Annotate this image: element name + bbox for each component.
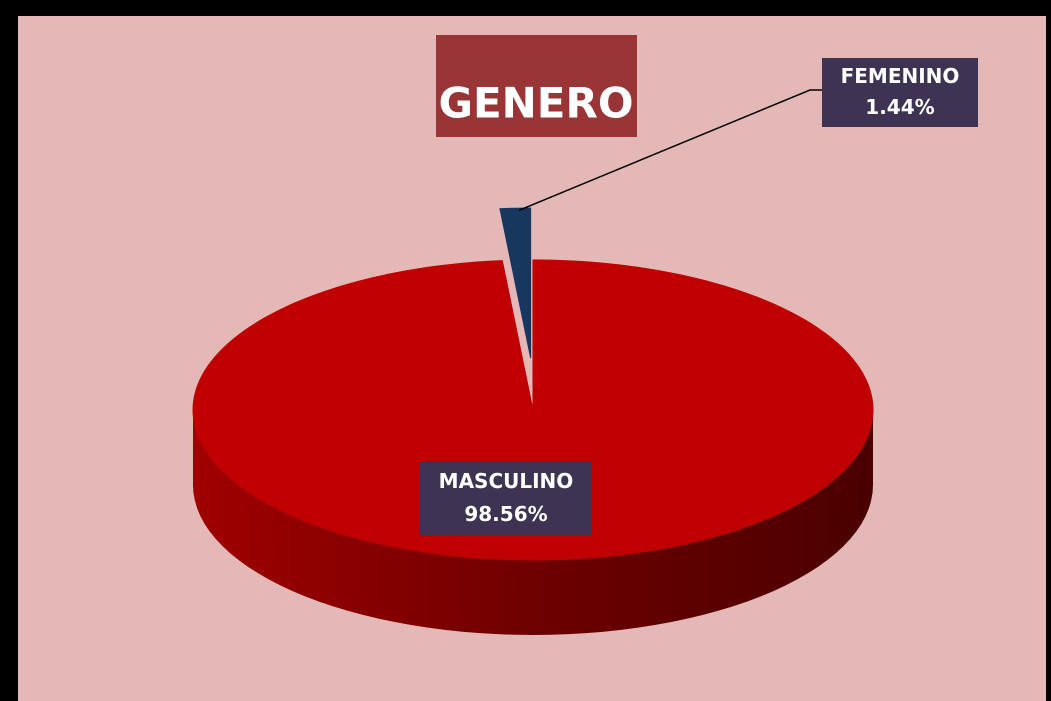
- category-label: FEMENINO: [841, 64, 960, 88]
- value-label: 1.44%: [865, 95, 934, 119]
- leader-line: [518, 89, 822, 211]
- value-label: 98.56%: [464, 502, 547, 526]
- label-box: [822, 58, 978, 127]
- chart-title: GENERO: [438, 79, 633, 128]
- slice: [499, 207, 532, 359]
- label-box: [420, 462, 592, 535]
- category-label: MASCULINO: [439, 469, 574, 493]
- slice: [192, 259, 874, 561]
- title-box: [436, 35, 637, 137]
- slice-side: [193, 410, 873, 635]
